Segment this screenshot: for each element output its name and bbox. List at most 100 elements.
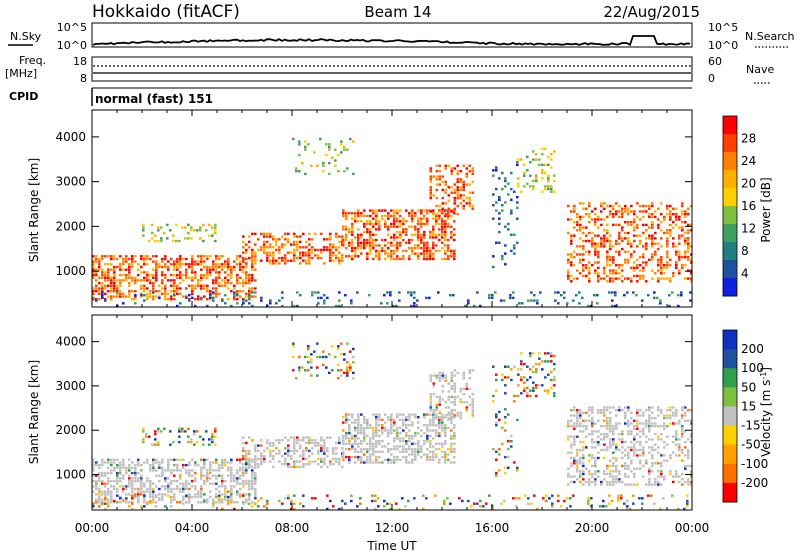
echo-cell [152,260,155,263]
echo-cell [645,245,648,248]
echo-cell [128,271,131,274]
velocity-ylabel: Slant Range [km] [27,360,41,464]
echo-cell [569,505,572,508]
echo-cell [230,498,233,501]
echo-cell [550,370,553,374]
echo-cell [627,467,630,470]
echo-cell [651,223,654,227]
echo-cell [399,214,402,218]
echo-cell [293,304,296,308]
echo-cell [585,207,588,210]
echo-cell [435,249,438,253]
echo-cell [169,443,172,446]
echo-cell [146,461,149,464]
echo-cell [254,251,257,254]
echo-cell [317,457,320,461]
echo-cell [146,279,149,282]
echo-cell [369,233,372,236]
echo-cell [95,260,98,263]
echo-cell [199,237,202,240]
echo-cell [149,499,152,503]
echo-cell [372,432,375,435]
echo-cell [366,450,369,453]
echo-cell [675,264,678,267]
echo-cell [621,430,624,433]
echo-cell [381,214,384,218]
echo-cell [363,247,366,250]
echo-cell [596,302,599,305]
echo-cell [594,253,597,256]
echo-cell [453,401,457,404]
echo-cell [675,475,678,478]
echo-cell [254,279,257,282]
echo-cell [621,432,624,436]
echo-cell [221,485,224,488]
echo-cell [435,374,439,377]
echo-cell [633,213,636,216]
echo-cell [426,437,429,440]
echo-cell [591,264,594,267]
echo-cell [191,271,194,274]
echo-cell [630,242,633,245]
echo-cell [408,429,411,432]
echo-cell [110,485,113,488]
echo-cell [612,478,615,481]
echo-cell [375,450,378,453]
echo-cell [408,440,411,443]
echo-cell [456,170,460,173]
echo-cell [101,292,104,296]
echo-cell [570,419,573,422]
echo-cell [119,495,122,499]
echo-cell [332,457,335,461]
echo-cell [375,418,378,422]
echo-cell [633,448,636,452]
echo-cell [167,260,170,263]
echo-cell [209,495,212,499]
echo-cell [615,223,618,227]
echo-cell [227,499,230,503]
echo-cell [158,466,161,469]
echo-cell [429,434,432,438]
echo-cell [155,505,158,508]
echo-cell [375,238,378,242]
echo-cell [570,451,573,454]
echo-cell [393,437,396,440]
echo-cell [218,257,221,261]
echo-cell [149,463,152,467]
echo-cell [563,296,566,300]
echo-cell [332,259,335,262]
echo-cell [461,499,464,503]
echo-cell [239,493,242,496]
echo-cell [346,374,349,377]
echo-cell [650,494,653,497]
echo-cell [221,463,224,467]
echo-cell [684,414,687,417]
echo-cell [642,269,645,272]
echo-cell [304,140,307,143]
echo-cell [456,191,460,194]
echo-cell [675,245,678,248]
echo-cell [351,241,354,244]
echo-cell [606,237,609,240]
echo-cell [459,196,463,200]
echo-cell [170,279,173,282]
echo-cell [417,426,420,430]
echo-cell [182,466,185,469]
echo-cell [245,457,248,461]
echo-cell [675,438,678,441]
colorbar-tick-label: 8 [741,244,749,258]
echo-cell [585,234,588,237]
echo-cell [432,437,435,440]
echo-cell [296,465,299,469]
echo-cell [340,143,343,146]
echo-cell [345,247,348,250]
echo-cell [536,302,539,305]
echo-cell [603,237,606,240]
echo-cell [236,257,239,261]
echo-cell [281,439,284,442]
echo-cell [185,471,188,475]
echo-cell [623,294,626,297]
echo-cell [576,435,579,438]
echo-cell [660,261,663,264]
echo-cell [119,281,122,285]
